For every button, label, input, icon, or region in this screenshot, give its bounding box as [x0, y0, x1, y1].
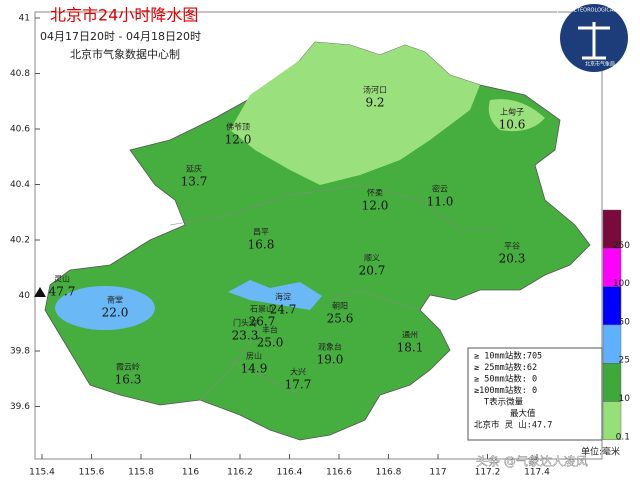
lat-label: 40.6: [10, 125, 30, 135]
station-name: 顺义: [364, 254, 380, 263]
colorbar-label: 25: [619, 356, 630, 366]
lat-label: 40.4: [10, 180, 30, 190]
lat-label: 39.8: [10, 347, 30, 357]
station-value: 16.8: [248, 238, 275, 252]
logo: BEIJING METEOROLOGICAL SERVICE 北京市气象局: [549, 4, 639, 72]
summary-line: 北京市 灵 山:47.7: [474, 420, 552, 431]
lat-label: 39.6: [10, 402, 30, 412]
summary-line: T表示微量: [484, 397, 524, 408]
lat-label: 40.2: [10, 236, 30, 246]
lat-label: 40: [19, 291, 31, 301]
station-value: 12.0: [225, 133, 252, 147]
summary-box: [467, 347, 603, 441]
station-value: 20.7: [359, 264, 386, 278]
watermark: 头条 @气象达人凌风: [476, 454, 588, 469]
station-value: 22.0: [102, 306, 129, 320]
station-value: 25.0: [257, 336, 284, 350]
summary-line: ≥ 10mm站数:705: [474, 351, 542, 362]
station-name: 房山: [246, 351, 262, 361]
station-value: 47.7: [49, 285, 76, 299]
station-name: 上甸子: [500, 107, 524, 117]
station-name: 石景山: [250, 304, 274, 314]
station-value: 14.9: [241, 362, 268, 376]
station-name: 密云: [432, 184, 448, 194]
title: 北京市24小时降水图: [50, 6, 198, 25]
station-name: 丰台: [262, 325, 278, 335]
lon-label: 117.4: [524, 468, 550, 478]
station-value: 17.7: [285, 378, 312, 392]
logo-text: BEIJING METEOROLOGICAL SERVICE: [549, 8, 639, 14]
light-rain-area: [488, 99, 545, 132]
station-value: 9.2: [365, 96, 384, 110]
lon-label: 117: [429, 468, 446, 478]
station-name: 昌平: [253, 228, 269, 237]
lon-label: 116.4: [277, 468, 303, 478]
station-name: 霞云岭: [116, 362, 140, 372]
station-name: 灵山: [54, 274, 70, 284]
summary-line: ≥ 50mm站数: 0: [474, 374, 537, 385]
station-value: 12.0: [362, 199, 389, 213]
station-value: 23.3: [232, 329, 259, 343]
station-name: 延庆: [186, 164, 202, 174]
summary-line: ≥ 25mm站数:62: [474, 362, 537, 373]
heavy-rain-area: [55, 286, 155, 330]
heavy-rain-area: [228, 280, 322, 310]
lon-label: 117.2: [475, 468, 501, 478]
station-name: 佛爷顶: [226, 122, 250, 132]
district-border: [169, 184, 500, 401]
colorbar-segment: [602, 401, 622, 440]
producer: 北京市气象数据中心制: [70, 47, 180, 61]
lon-label: 115.6: [79, 468, 105, 478]
lon-label: 115.4: [29, 468, 55, 478]
unit: 单位:毫米: [581, 446, 620, 458]
station-name: 汤河口: [363, 85, 387, 95]
station-value: 16.3: [115, 373, 142, 387]
light-rain-area: [230, 42, 480, 185]
station-value: 26.7: [249, 315, 276, 329]
station-value: 13.7: [181, 175, 208, 189]
station-name: 大兴: [290, 367, 306, 377]
station-name: 朝阳: [332, 302, 348, 311]
colorbar-label: 250: [613, 241, 630, 251]
lon-label: 116: [182, 468, 199, 478]
colorbar-label: 10: [619, 394, 631, 404]
station-value: 18.1: [397, 341, 424, 355]
period: 04月17日20时 - 04月18日20时: [40, 30, 201, 43]
station-value: 25.6: [327, 312, 354, 326]
lat-label: 40.8: [10, 69, 30, 79]
station-name: 怀柔: [367, 188, 383, 198]
station-value: 19.0: [317, 353, 344, 367]
logo-name: 北京市气象局: [585, 61, 615, 68]
summary-line: ≥100mm站数: 0: [474, 385, 537, 396]
colorbar-label: 100: [613, 279, 630, 289]
station-name: 通州: [402, 330, 418, 340]
lon-label: 116.8: [376, 468, 402, 478]
lon-label: 116.6: [326, 468, 352, 478]
station-value: 11.0: [427, 195, 454, 209]
station-value: 20.3: [499, 252, 526, 266]
station-name: 观象台: [318, 342, 342, 352]
lon-label: 115.8: [128, 468, 154, 478]
station-value: 24.7: [270, 303, 297, 317]
station-name: 斋堂: [107, 295, 123, 305]
station-name: 门头沟: [233, 318, 257, 328]
lat-label: 41: [19, 14, 30, 24]
station-name: 海淀: [275, 292, 291, 302]
colorbar-label: 0.1: [616, 432, 630, 442]
colorbar-label: 50: [619, 317, 631, 327]
station-value: 10.6: [499, 118, 526, 132]
lon-label: 116.2: [227, 468, 253, 478]
station-name: 平谷: [504, 242, 520, 251]
max-marker: [34, 287, 46, 297]
summary-line: 最大值: [510, 408, 536, 419]
